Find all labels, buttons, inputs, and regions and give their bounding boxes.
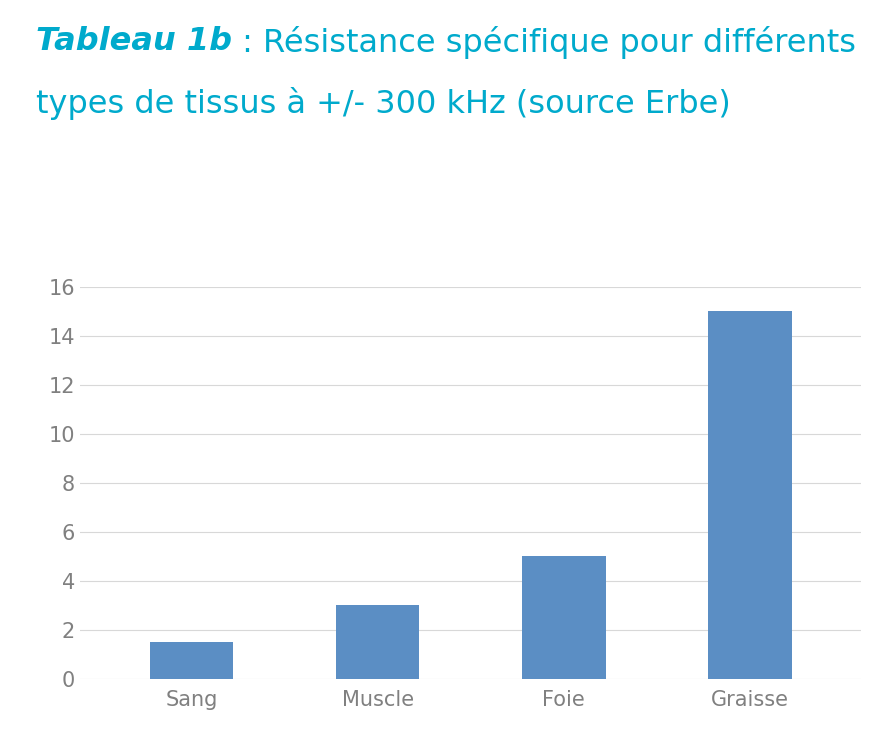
- Bar: [336, 605, 419, 679]
- Text: types de tissus à +/- 300 kHz (source Erbe): types de tissus à +/- 300 kHz (source Er…: [36, 87, 730, 120]
- Bar: [522, 556, 606, 679]
- Bar: [708, 311, 791, 679]
- Text: Tableau 1b: Tableau 1b: [36, 26, 232, 57]
- Bar: [150, 642, 234, 679]
- Text: : Résistance spécifique pour différents: : Résistance spécifique pour différents: [232, 26, 855, 60]
